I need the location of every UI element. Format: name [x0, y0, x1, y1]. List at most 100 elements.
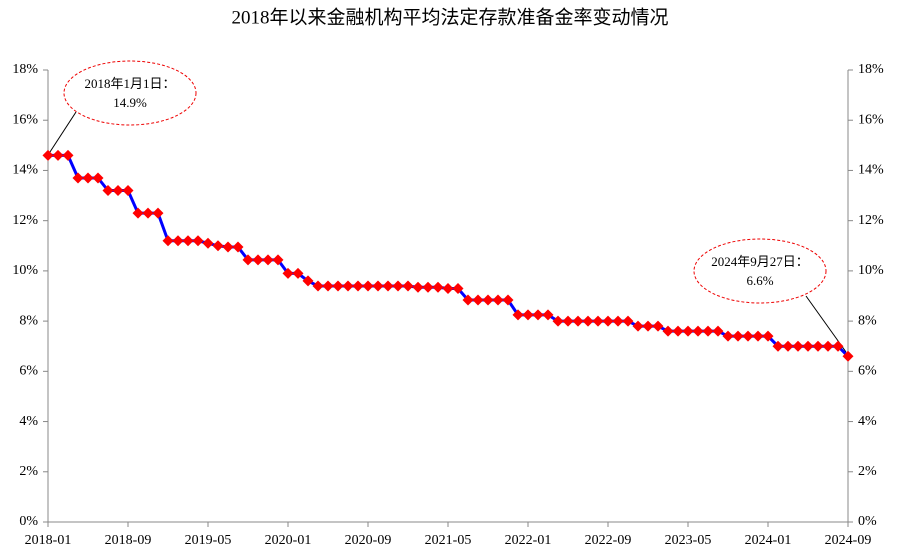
marker [552, 315, 564, 327]
marker [772, 340, 784, 352]
x-tick-label: 2022-01 [505, 533, 552, 548]
y2-tick-label: 8% [858, 313, 877, 328]
marker [592, 315, 604, 327]
y2-tick-label: 18% [858, 62, 884, 77]
y-tick-label: 16% [12, 112, 38, 127]
x-tick-label: 2019-05 [185, 533, 232, 548]
x-tick-label: 2020-01 [265, 533, 312, 548]
marker [512, 309, 524, 321]
marker [352, 280, 364, 292]
marker [532, 309, 544, 321]
marker [192, 235, 204, 247]
marker [242, 254, 254, 266]
x-tick-label: 2024-09 [825, 533, 872, 548]
marker [522, 309, 534, 321]
y2-tick-label: 16% [858, 112, 884, 127]
x-tick-label: 2024-01 [745, 533, 792, 548]
marker [302, 275, 314, 287]
marker [62, 149, 74, 161]
marker [842, 350, 854, 362]
marker [482, 294, 494, 306]
marker [402, 280, 414, 292]
annotation: 2018年1月1日： 14.9% [47, 60, 197, 156]
y-tick-label: 0% [19, 514, 38, 529]
marker [272, 254, 284, 266]
marker [542, 309, 554, 321]
y-tick-label: 14% [12, 163, 38, 178]
y2-tick-label: 0% [858, 514, 877, 529]
marker [652, 320, 664, 332]
marker [782, 340, 794, 352]
y-tick-label: 10% [12, 263, 38, 278]
marker [282, 267, 294, 279]
marker [472, 294, 484, 306]
marker [602, 315, 614, 327]
annotation-text: 6.6% [746, 273, 773, 288]
marker [712, 325, 724, 337]
marker [372, 280, 384, 292]
marker [52, 149, 64, 161]
marker [492, 294, 504, 306]
x-tick-label: 2020-09 [345, 533, 392, 548]
marker [672, 325, 684, 337]
marker [452, 282, 464, 294]
marker [442, 282, 454, 294]
y-tick-label: 4% [19, 414, 38, 429]
marker [72, 172, 84, 184]
marker [362, 280, 374, 292]
marker [182, 235, 194, 247]
marker [682, 325, 694, 337]
marker [412, 281, 424, 293]
annotation-leader [47, 111, 77, 156]
y2-tick-label: 10% [858, 263, 884, 278]
marker [832, 340, 844, 352]
annotation-text: 2018年1月1日： [84, 76, 175, 91]
marker [42, 149, 54, 161]
marker [102, 185, 114, 197]
x-tick-label: 2022-09 [585, 533, 632, 548]
marker [222, 241, 234, 253]
marker [432, 281, 444, 293]
marker [142, 207, 154, 219]
marker [752, 330, 764, 342]
marker [92, 172, 104, 184]
marker [812, 340, 824, 352]
marker [582, 315, 594, 327]
y-tick-label: 18% [12, 62, 38, 77]
y-tick-label: 6% [19, 364, 38, 379]
marker [422, 281, 434, 293]
marker [342, 280, 354, 292]
marker [502, 294, 514, 306]
y2-tick-label: 14% [858, 163, 884, 178]
y-tick-label: 8% [19, 313, 38, 328]
annotation-text: 14.9% [113, 95, 147, 110]
marker [822, 340, 834, 352]
y2-tick-label: 6% [858, 364, 877, 379]
marker [622, 315, 634, 327]
annotation-ellipse [63, 60, 197, 126]
marker [292, 267, 304, 279]
y2-tick-label: 2% [858, 464, 877, 479]
marker [82, 172, 94, 184]
marker [252, 254, 264, 266]
annotation-text: 2024年9月27日： [711, 254, 809, 269]
marker [162, 235, 174, 247]
marker [112, 185, 124, 197]
x-tick-label: 2023-05 [665, 533, 712, 548]
marker [262, 254, 274, 266]
marker [632, 320, 644, 332]
marker [312, 280, 324, 292]
marker [642, 320, 654, 332]
marker [232, 241, 244, 253]
marker [612, 315, 624, 327]
marker [662, 325, 674, 337]
marker [562, 315, 574, 327]
marker [392, 280, 404, 292]
marker [802, 340, 814, 352]
chart-title: 2018年以来金融机构平均法定存款准备金率变动情况 [231, 6, 668, 28]
marker [722, 330, 734, 342]
annotation-ellipse [693, 238, 827, 304]
marker [462, 294, 474, 306]
marker [572, 315, 584, 327]
